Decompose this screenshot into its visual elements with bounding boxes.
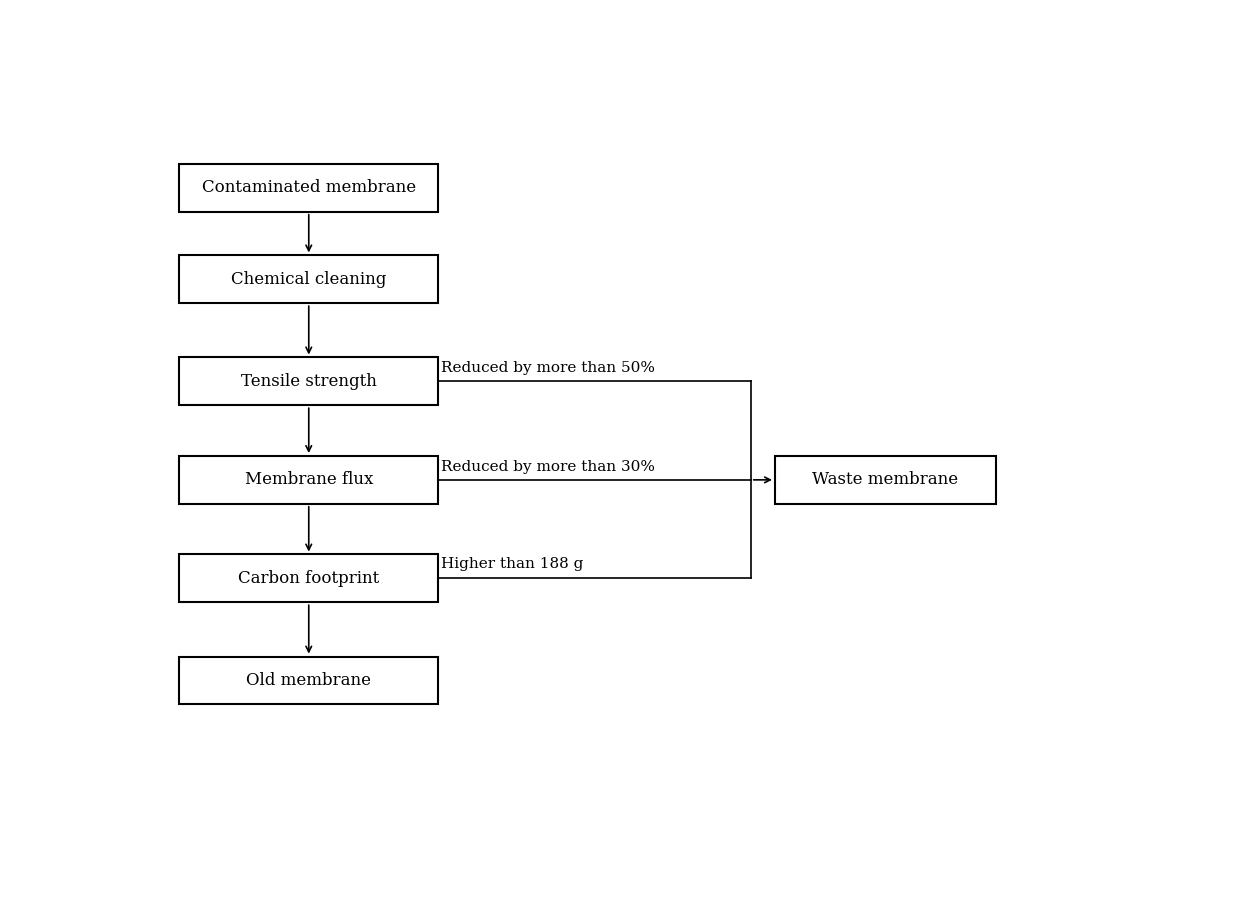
FancyBboxPatch shape [179,456,439,504]
FancyBboxPatch shape [179,357,439,405]
Text: Old membrane: Old membrane [247,672,371,689]
Text: Reduced by more than 50%: Reduced by more than 50% [441,361,656,375]
FancyBboxPatch shape [775,456,996,504]
Text: Chemical cleaning: Chemical cleaning [231,271,387,288]
Text: Higher than 188 g: Higher than 188 g [441,557,584,570]
FancyBboxPatch shape [179,255,439,303]
Text: Reduced by more than 30%: Reduced by more than 30% [441,460,656,473]
Text: Contaminated membrane: Contaminated membrane [202,179,415,197]
Text: Carbon footprint: Carbon footprint [238,570,379,587]
Text: Waste membrane: Waste membrane [812,472,959,488]
FancyBboxPatch shape [179,164,439,212]
FancyBboxPatch shape [179,555,439,602]
FancyBboxPatch shape [179,656,439,705]
Text: Tensile strength: Tensile strength [241,373,377,390]
Text: Membrane flux: Membrane flux [244,472,373,488]
